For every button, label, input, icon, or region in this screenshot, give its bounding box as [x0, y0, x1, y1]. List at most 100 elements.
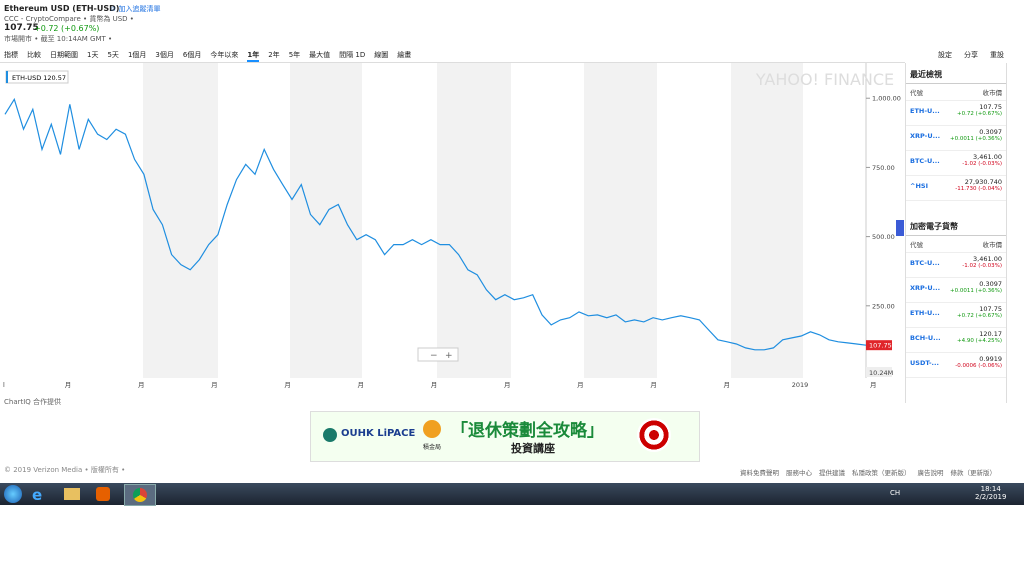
footer-link[interactable]: 條款（更新版）: [950, 469, 997, 477]
ad-icon: [423, 420, 441, 438]
footer-link[interactable]: 資料免費聲明: [740, 469, 779, 477]
last-price: 120.17: [979, 330, 1002, 338]
symbol: USDT-...: [910, 359, 939, 367]
quote: 0.9919 -0.0006 (-0.06%): [955, 355, 1002, 375]
taskbar: e CH 18:14 2/2/2019: [0, 483, 1024, 506]
last-price: 0.3097: [979, 280, 1002, 288]
toolbar-button[interactable]: 線圖: [374, 51, 389, 59]
lang[interactable]: CH: [890, 489, 901, 497]
zoom-out[interactable]: −: [430, 351, 438, 361]
x-tick-label: 月: [504, 381, 511, 388]
toolbar-button[interactable]: 5年: [288, 51, 301, 59]
quote: 107.75 +0.72 (+0.67%): [957, 103, 1002, 123]
y-tick-label: 1,000.00: [872, 95, 901, 103]
x-tick-label: 月: [211, 381, 218, 388]
x-tick-label: 月: [577, 381, 584, 388]
toolbar-button[interactable]: 設定: [938, 51, 952, 59]
quote-row[interactable]: BTC-U... 3,461.00 -1.02 (-0.03%): [906, 151, 1006, 176]
ad-headline: 「退休策劃全攻略」: [451, 421, 604, 441]
media-icon[interactable]: [96, 487, 110, 501]
quote-change: -1.02 (-0.03%): [962, 263, 1002, 269]
credit: ChartIQ 合作提供: [4, 398, 62, 406]
quote: 107.75 +0.72 (+0.67%): [957, 305, 1002, 325]
quote-change: +0.0011 (+0.36%): [950, 136, 1002, 142]
collapse-button[interactable]: [896, 220, 904, 236]
col: 代號: [910, 241, 923, 249]
last-price: 27,930.740: [964, 178, 1002, 186]
toolbar-button[interactable]: 指標: [4, 51, 18, 59]
zoom[interactable]: [417, 347, 459, 362]
quote-change: -1.02 (-0.03%): [962, 161, 1002, 167]
x-tick-label: 2019: [792, 381, 809, 388]
quote-row[interactable]: ETH-U... 107.75 +0.72 (+0.67%): [906, 101, 1006, 126]
title: Ethereum USD (ETH-USD): [4, 4, 120, 13]
source: CCC - CryptoCompare • 貨幣為 USD •: [4, 15, 134, 23]
zoom-in[interactable]: +: [445, 351, 453, 361]
toolbar-button[interactable]: 今年以來: [210, 51, 239, 59]
toolbar-button[interactable]: 1天: [87, 51, 99, 59]
clock[interactable]: 18:14 2/2/2019: [975, 485, 1006, 501]
symbol: BTC-U...: [910, 157, 940, 165]
watch-button[interactable]: ☆ 加入追蹤清單: [110, 5, 161, 13]
toolbar-button[interactable]: 1個月: [127, 51, 147, 59]
quote-row[interactable]: BTC-U... 3,461.00 -1.02 (-0.03%): [906, 253, 1006, 278]
last-price: 0.9919: [979, 355, 1002, 363]
y-tick-label: 750.00: [872, 164, 895, 172]
bands: [143, 63, 803, 378]
ad-banner[interactable]: OUHK LiPACE 積金局 「退休策劃全攻略」 投資講座: [310, 411, 700, 462]
ad-brand: OUHK LiPACE: [341, 428, 416, 439]
price-tag: [866, 340, 892, 351]
chrome-icon: [133, 488, 147, 502]
footer-link[interactable]: 廣告說明: [917, 469, 944, 477]
col: 代號: [910, 89, 923, 97]
y-tick-label: 250.00: [872, 302, 895, 310]
legend: ETH-USD 120.57: [12, 74, 66, 82]
ie-icon[interactable]: e: [32, 486, 43, 504]
last-price: 107.75: [979, 103, 1002, 111]
ad-target: [637, 418, 671, 452]
quote-change: +0.0011 (+0.36%): [950, 288, 1002, 294]
toolbar: 指標 比較 日期範圍 1天 5天 1個月 3個月 6個月 今年以來 1年 2年 5年 最大值 間隔 1D 線…: [4, 50, 411, 62]
x-tick-label: 月: [650, 381, 657, 388]
toolbar-button[interactable]: 日期範圍: [50, 51, 78, 59]
start-button[interactable]: [4, 485, 22, 503]
legend-swatch: [6, 71, 8, 83]
chrome-tab[interactable]: [124, 484, 156, 506]
section-title: 最近檢視: [906, 63, 1006, 84]
quote-change: +0.72 (+0.67%): [957, 313, 1002, 319]
quote-row[interactable]: BCH-U... 120.17 +4.90 (+4.25%): [906, 328, 1006, 353]
toolbar-button[interactable]: 6個月: [182, 51, 202, 59]
quote-row[interactable]: USDT-... 0.9919 -0.0006 (-0.06%): [906, 353, 1006, 378]
status: 市場開市 • 截至 10:14AM GMT •: [4, 35, 113, 43]
footer-link[interactable]: 服務中心: [786, 469, 812, 477]
watermark: YAHOO! FINANCE: [755, 70, 894, 89]
quote: 3,461.00 -1.02 (-0.03%): [962, 153, 1002, 173]
column-header: 代號 收市價: [906, 236, 1006, 253]
x-tick-label: 月: [65, 381, 72, 388]
symbol: XRP-U...: [910, 284, 941, 292]
toolbar-button[interactable]: 5天: [107, 51, 119, 59]
toolbar-button[interactable]: 3個月: [155, 51, 174, 59]
x-tick-label: 月: [431, 381, 438, 388]
toolbar-button[interactable]: 間隔 1D: [339, 51, 366, 59]
folder-icon[interactable]: [64, 488, 80, 500]
toolbar-button[interactable]: 2年: [268, 51, 280, 59]
toolbar-button[interactable]: 繪畫: [397, 51, 412, 59]
toolbar-button[interactable]: 最大值: [309, 51, 331, 59]
quote-row[interactable]: ETH-U... 107.75 +0.72 (+0.67%): [906, 303, 1006, 328]
toolbar-button[interactable]: 比較: [27, 51, 41, 59]
toolbar-button[interactable]: 重設: [990, 51, 1004, 59]
quote-change: -11.730 (-0.04%): [955, 186, 1002, 192]
footer-link[interactable]: 提供建議: [819, 469, 845, 477]
toolbar-button[interactable]: 1年: [247, 50, 260, 62]
copyright: © 2019 Verizon Media • 版權所有 •: [4, 466, 126, 474]
quote-row[interactable]: XRP-U... 0.3097 +0.0011 (+0.36%): [906, 126, 1006, 151]
time: 18:14: [980, 485, 1001, 493]
last-price: 107.75: [979, 305, 1002, 313]
quote-row[interactable]: ^HSI 27,930.740 -11.730 (-0.04%): [906, 176, 1006, 201]
last-price: 3,461.00: [973, 153, 1002, 161]
spacer: [906, 201, 1006, 215]
footer-link[interactable]: 私隱政策（更新版）: [852, 469, 911, 477]
toolbar-button[interactable]: 分享: [964, 51, 978, 59]
quote-row[interactable]: XRP-U... 0.3097 +0.0011 (+0.36%): [906, 278, 1006, 303]
